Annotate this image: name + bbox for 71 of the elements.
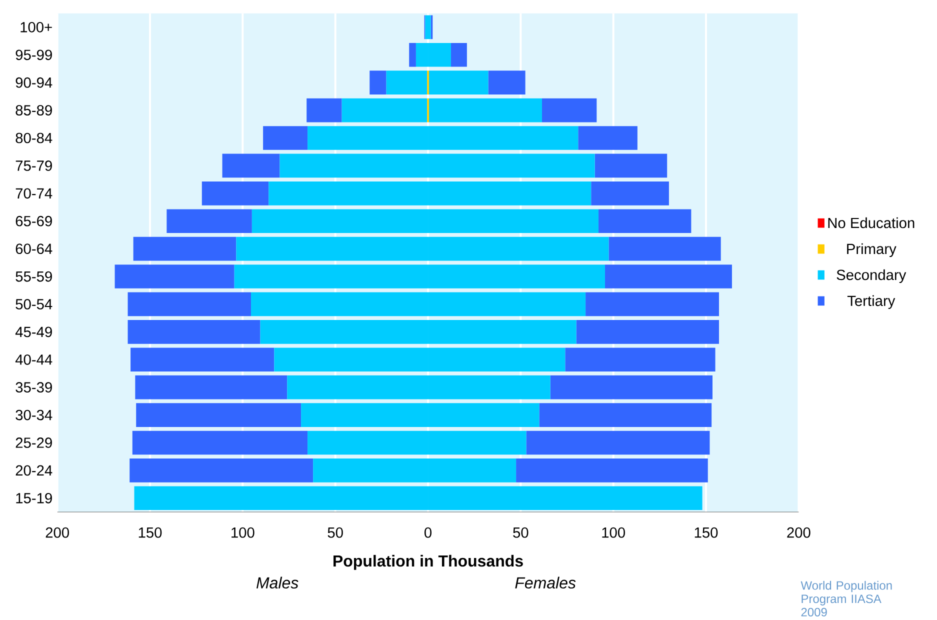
bar — [136, 403, 302, 427]
bar — [135, 375, 288, 400]
x-tick-label: 50 — [513, 527, 528, 538]
bar — [526, 430, 710, 455]
bar — [342, 98, 428, 122]
y-tick-label: 100+ — [20, 22, 52, 32]
bar — [132, 430, 308, 455]
bar — [542, 98, 597, 122]
bar — [128, 320, 260, 344]
y-tick-label: 45-49 — [15, 326, 52, 338]
bar — [130, 458, 314, 482]
text: World Population Program IIASA 2009 — [800, 580, 892, 616]
bar — [539, 403, 712, 427]
x-tick-label: 150 — [694, 527, 718, 538]
bar — [386, 70, 428, 94]
bar — [263, 126, 308, 150]
text: Males — [256, 576, 298, 589]
bar — [370, 70, 386, 94]
x-tick-label: 100 — [602, 527, 625, 538]
y-tick-label: 80-84 — [16, 132, 52, 144]
legend-label: Tertiary — [847, 295, 896, 309]
bar — [128, 292, 252, 316]
bar — [222, 154, 280, 178]
y-tick-label: 20-24 — [16, 465, 52, 476]
bar — [130, 348, 274, 372]
x-tick-label: 0 — [424, 527, 432, 538]
y-tick-label: 25-29 — [16, 438, 52, 448]
x-tick-label: 200 — [46, 527, 69, 538]
bar — [202, 181, 269, 206]
text: Females — [515, 576, 576, 589]
legend-label: Secondary — [836, 269, 906, 283]
bar — [578, 126, 638, 150]
legend-label: No Education — [828, 217, 914, 228]
y-tick-label: 40-44 — [15, 354, 52, 365]
bar — [488, 70, 526, 94]
bar — [306, 98, 342, 122]
bar — [450, 42, 467, 67]
x-tick-label: 200 — [787, 527, 810, 538]
bar — [550, 375, 713, 400]
x-axis-title: Population in Thousands — [334, 554, 523, 570]
bar — [565, 348, 716, 372]
bar — [591, 181, 669, 206]
bar — [516, 458, 708, 482]
bar — [586, 292, 719, 316]
y-tick-label: 50-54 — [16, 299, 52, 310]
y-tick-label: 95-99 — [16, 50, 52, 60]
bar — [605, 264, 732, 288]
bar — [114, 264, 234, 288]
bar — [576, 320, 719, 344]
x-tick-label: 150 — [138, 527, 162, 538]
bar — [166, 209, 252, 234]
y-tick-label: 75-79 — [16, 160, 52, 171]
y-tick-label: 15-19 — [16, 492, 52, 504]
y-tick-label: 70-74 — [16, 188, 52, 199]
y-tick-label: 65-69 — [16, 216, 52, 226]
y-tick-label: 30-34 — [16, 410, 52, 420]
y-tick-label: 60-64 — [16, 244, 52, 254]
x-tick-label: 100 — [232, 527, 254, 538]
bar — [428, 98, 542, 122]
y-tick-label: 35-39 — [16, 382, 52, 393]
bar — [133, 236, 236, 261]
y-tick-label: 90-94 — [16, 77, 52, 88]
bar — [608, 236, 721, 261]
bar — [594, 154, 668, 178]
x-tick-label: 50 — [328, 527, 343, 538]
legend-label: Primary — [847, 243, 896, 258]
bar — [409, 42, 416, 67]
y-tick-label: 85-89 — [16, 105, 52, 116]
y-tick-label: 55-59 — [16, 271, 52, 282]
bar — [428, 70, 488, 94]
bar — [598, 209, 692, 234]
